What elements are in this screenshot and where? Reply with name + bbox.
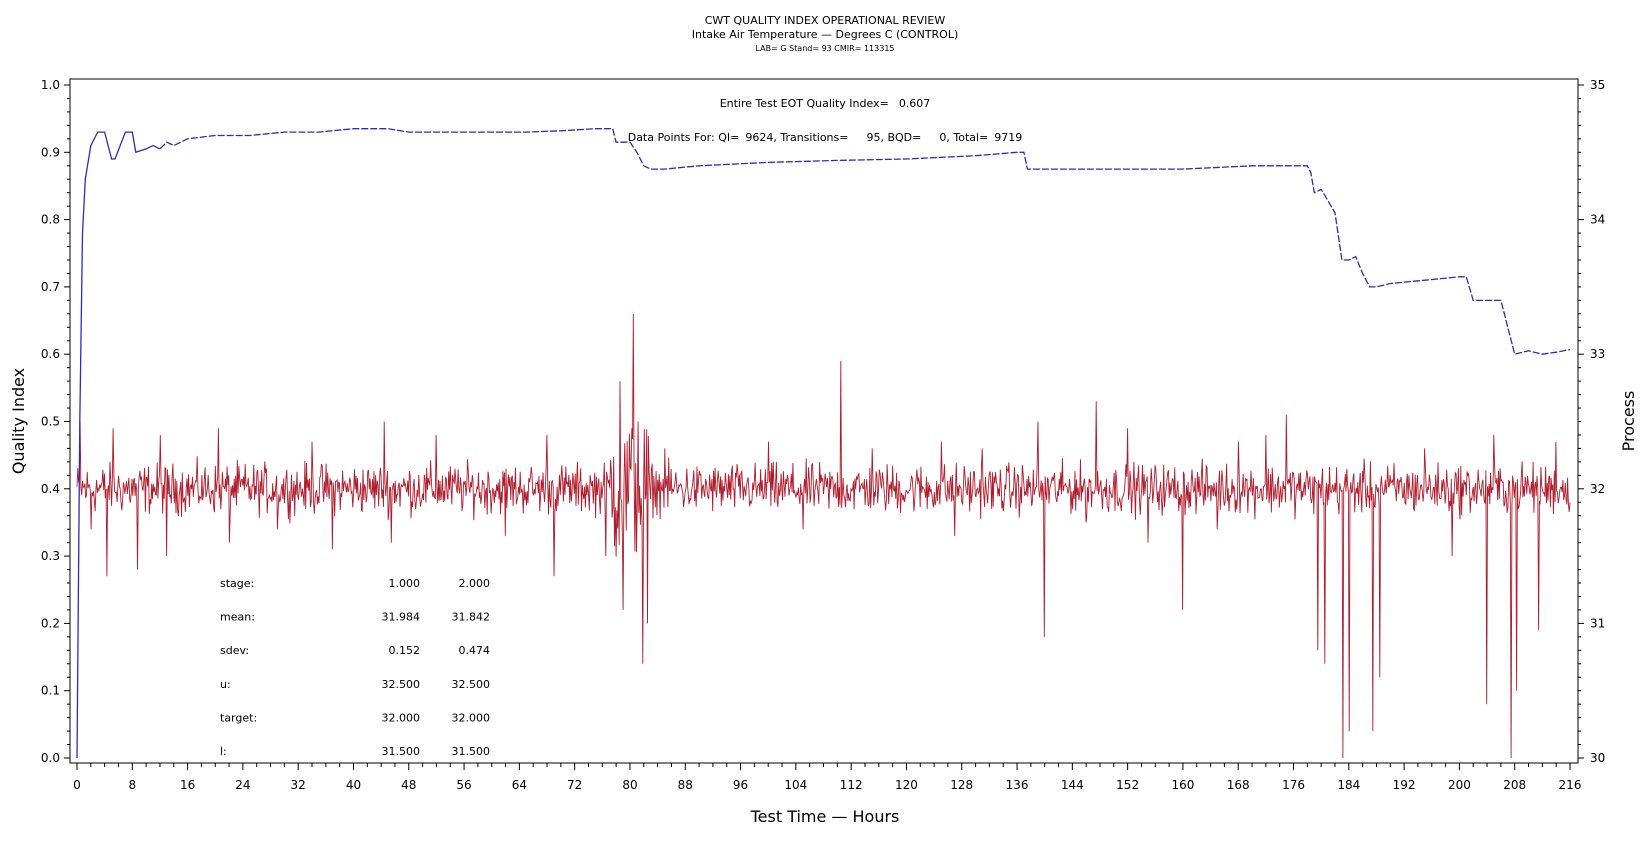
left-y-tick-label: 0.9 [41, 145, 60, 159]
x-tick-label: 176 [1282, 778, 1305, 792]
x-tick-label: 168 [1227, 778, 1250, 792]
x-axis-label: Test Time — Hours [750, 807, 900, 826]
stats-stage1-value: 1.000 [389, 577, 421, 590]
left-y-tick-label: 1.0 [41, 78, 60, 92]
left-y-tick-label: 0.3 [41, 549, 60, 563]
x-tick-label: 120 [895, 778, 918, 792]
stats-table: stage: 1.000 2.000 mean: 31.984 31.842 sdev: 0.… [220, 577, 490, 758]
x-tick-label: 64 [512, 778, 527, 792]
x-tick-label: 96 [733, 778, 748, 792]
right-y-tick-label: 34 [1590, 213, 1605, 227]
x-tick-label: 32 [291, 778, 306, 792]
eot-quality-index-note: Entire Test EOT Quality Index= 0.607 [720, 97, 931, 110]
right-y-tick-label: 30 [1590, 751, 1605, 765]
x-tick-label: 88 [678, 778, 693, 792]
data-points-note: Data Points For: QI= 9624, Transitions= 95… [628, 131, 1023, 144]
right-y-tick-label: 33 [1590, 347, 1605, 361]
quality-index-series [76, 128, 1571, 759]
stats-stage2-value: 31.500 [452, 745, 491, 758]
stats-stage1-value: 31.500 [382, 745, 421, 758]
x-tick-label: 48 [401, 778, 416, 792]
stats-label: sdev: [220, 644, 249, 657]
right-y-axis: 30 31 32 33 34 35 [1578, 78, 1605, 765]
x-tick-label: 192 [1393, 778, 1416, 792]
right-y-axis-label: Process [1619, 391, 1638, 452]
left-y-tick-label: 0.4 [41, 482, 60, 496]
x-tick-label: 40 [346, 778, 361, 792]
right-y-tick-label: 31 [1590, 616, 1605, 630]
stats-stage2-value: 0.474 [459, 644, 491, 657]
stats-label: target: [220, 711, 257, 724]
left-y-tick-label: 0.1 [41, 684, 60, 698]
quality-index-line-solid [76, 131, 161, 759]
x-tick-label: 216 [1559, 778, 1582, 792]
left-y-tick-label: 0.2 [41, 616, 60, 630]
stats-stage2-value: 32.000 [452, 711, 491, 724]
x-tick-label: 152 [1116, 778, 1139, 792]
x-tick-label: 104 [784, 778, 807, 792]
x-tick-label: 184 [1337, 778, 1360, 792]
x-tick-label: 112 [840, 778, 863, 792]
process-line [76, 313, 1571, 759]
chart-title: CWT QUALITY INDEX OPERATIONAL REVIEW [705, 14, 946, 27]
stats-stage2-value: 2.000 [459, 577, 491, 590]
left-y-tick-label: 0.8 [41, 213, 60, 227]
x-tick-label: 80 [622, 778, 637, 792]
x-tick-label: 24 [235, 778, 250, 792]
chart-subtitle-lab: LAB= G Stand= 93 CMIR= 113315 [755, 44, 894, 53]
x-tick-label: 16 [180, 778, 195, 792]
x-tick-label: 208 [1503, 778, 1526, 792]
x-tick-label: 0 [73, 778, 81, 792]
left-y-tick-label: 0.5 [41, 415, 60, 429]
chart-subtitle: Intake Air Temperature — Degrees C (CONT… [692, 28, 959, 41]
left-y-axis: 0.0 0.1 0.2 0.3 0.4 0.5 0.6 0.7 0.8 0.9 1.0 [41, 78, 70, 765]
x-tick-label: 72 [567, 778, 582, 792]
x-tick-label: 8 [128, 778, 136, 792]
stats-stage2-value: 32.500 [452, 678, 491, 691]
quality-index-line-dashed [159, 128, 1571, 355]
stats-label: mean: [220, 611, 255, 624]
x-axis: 0 8 16 24 32 40 48 56 64 72 80 88 96 104 112 120 128 136 1… [73, 763, 1581, 792]
right-y-tick-label: 32 [1590, 482, 1605, 496]
stats-stage1-value: 31.984 [382, 611, 421, 624]
x-tick-label: 56 [456, 778, 471, 792]
left-y-tick-label: 0.7 [41, 280, 60, 294]
process-series [76, 313, 1571, 759]
stats-stage1-value: 0.152 [389, 644, 421, 657]
stats-label: u: [220, 678, 231, 691]
stats-stage1-value: 32.500 [382, 678, 421, 691]
left-y-axis-label: Quality Index [9, 368, 28, 474]
left-y-tick-label: 0.0 [41, 751, 60, 765]
x-tick-label: 160 [1171, 778, 1194, 792]
x-tick-label: 128 [950, 778, 973, 792]
stats-label: stage: [220, 577, 254, 590]
right-y-tick-label: 35 [1590, 78, 1605, 92]
stats-label: l: [220, 745, 227, 758]
stats-stage1-value: 32.000 [382, 711, 421, 724]
x-tick-label: 200 [1448, 778, 1471, 792]
left-y-tick-label: 0.6 [41, 347, 60, 361]
x-tick-label: 136 [1006, 778, 1029, 792]
stats-stage2-value: 31.842 [452, 611, 491, 624]
plot-frame [69, 78, 1579, 764]
x-tick-label: 144 [1061, 778, 1084, 792]
